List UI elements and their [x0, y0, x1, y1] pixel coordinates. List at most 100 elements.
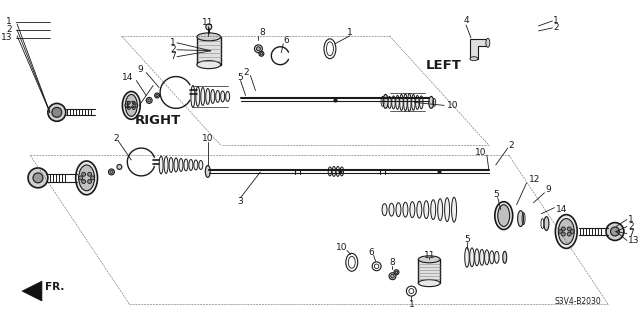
Circle shape	[611, 227, 620, 236]
Circle shape	[82, 180, 86, 183]
Circle shape	[132, 101, 135, 104]
Ellipse shape	[486, 38, 490, 47]
Ellipse shape	[169, 157, 173, 172]
Ellipse shape	[156, 94, 158, 97]
Text: 2: 2	[628, 222, 634, 231]
Ellipse shape	[495, 202, 513, 229]
Circle shape	[88, 180, 92, 183]
Text: LEFT: LEFT	[426, 59, 462, 72]
Ellipse shape	[498, 205, 509, 227]
Ellipse shape	[148, 99, 150, 102]
Ellipse shape	[194, 160, 198, 170]
Ellipse shape	[79, 165, 95, 191]
Text: RIGHT: RIGHT	[135, 114, 181, 127]
Ellipse shape	[174, 158, 178, 172]
Ellipse shape	[400, 94, 403, 110]
Text: 11: 11	[202, 19, 214, 28]
Circle shape	[561, 232, 565, 236]
Circle shape	[127, 107, 131, 109]
Ellipse shape	[452, 197, 456, 222]
Text: 9: 9	[138, 65, 143, 74]
Text: 12: 12	[125, 101, 136, 110]
Text: 2: 2	[6, 25, 12, 35]
Text: 6: 6	[369, 248, 374, 257]
Ellipse shape	[383, 94, 388, 108]
Ellipse shape	[484, 250, 489, 265]
Ellipse shape	[146, 97, 152, 103]
Circle shape	[135, 104, 138, 107]
Text: 5: 5	[237, 73, 243, 82]
Text: FR.: FR.	[45, 282, 64, 292]
Ellipse shape	[556, 215, 577, 248]
Ellipse shape	[260, 52, 262, 55]
Ellipse shape	[503, 252, 507, 263]
Ellipse shape	[336, 166, 340, 176]
Text: 1: 1	[347, 28, 353, 37]
Ellipse shape	[490, 251, 494, 264]
Ellipse shape	[470, 57, 478, 61]
Circle shape	[567, 232, 572, 236]
Ellipse shape	[110, 171, 113, 173]
Ellipse shape	[328, 167, 332, 176]
Text: 13: 13	[1, 33, 12, 42]
Ellipse shape	[216, 91, 220, 102]
Ellipse shape	[382, 204, 387, 216]
Ellipse shape	[394, 270, 399, 275]
Text: 10: 10	[336, 243, 348, 252]
Ellipse shape	[226, 92, 230, 101]
Text: 2: 2	[170, 45, 176, 54]
Text: 4: 4	[463, 16, 469, 26]
Ellipse shape	[201, 87, 205, 105]
Ellipse shape	[179, 158, 183, 172]
Ellipse shape	[415, 95, 419, 109]
Text: 2: 2	[509, 140, 515, 150]
Ellipse shape	[396, 95, 399, 109]
Ellipse shape	[412, 94, 415, 110]
Ellipse shape	[424, 201, 429, 219]
Text: 14: 14	[556, 205, 568, 214]
Bar	[419, 259, 440, 283]
Ellipse shape	[419, 280, 440, 287]
Circle shape	[125, 104, 128, 107]
Ellipse shape	[410, 202, 415, 218]
Ellipse shape	[125, 94, 137, 116]
Text: 11: 11	[424, 251, 435, 260]
Circle shape	[606, 223, 624, 240]
Circle shape	[52, 108, 62, 117]
Ellipse shape	[419, 256, 440, 263]
Circle shape	[33, 173, 43, 183]
Ellipse shape	[408, 93, 411, 111]
Ellipse shape	[470, 248, 474, 267]
Text: 5: 5	[464, 235, 470, 244]
Text: 7: 7	[170, 52, 176, 61]
Ellipse shape	[544, 217, 549, 230]
Text: 1: 1	[6, 18, 12, 27]
Ellipse shape	[205, 165, 211, 177]
Ellipse shape	[388, 96, 391, 108]
Ellipse shape	[518, 211, 524, 227]
Ellipse shape	[122, 92, 140, 119]
Ellipse shape	[197, 61, 221, 68]
Ellipse shape	[164, 156, 168, 173]
Ellipse shape	[159, 156, 163, 174]
Ellipse shape	[429, 96, 434, 108]
Ellipse shape	[257, 47, 260, 51]
Ellipse shape	[191, 85, 195, 108]
Circle shape	[558, 229, 563, 234]
Circle shape	[132, 107, 135, 109]
Ellipse shape	[479, 249, 484, 265]
Ellipse shape	[465, 247, 469, 267]
Ellipse shape	[206, 89, 210, 104]
Ellipse shape	[221, 91, 225, 102]
Text: 10: 10	[447, 101, 459, 110]
Circle shape	[570, 229, 574, 234]
Text: 2: 2	[554, 23, 559, 32]
Circle shape	[206, 24, 212, 30]
Ellipse shape	[417, 201, 422, 218]
Text: 8: 8	[260, 28, 265, 37]
Ellipse shape	[332, 166, 335, 176]
Text: 1: 1	[628, 215, 634, 224]
Text: 13: 13	[628, 236, 639, 245]
Text: 1: 1	[170, 38, 176, 47]
Text: 10: 10	[476, 148, 487, 156]
